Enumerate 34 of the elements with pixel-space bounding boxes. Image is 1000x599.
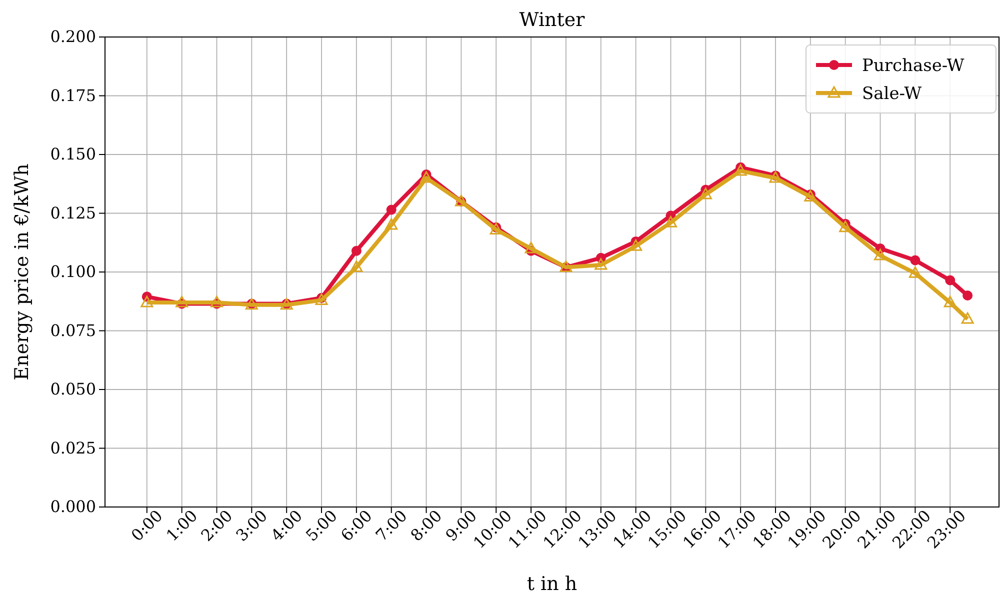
point [961,312,974,324]
legend-label: Sale-W [862,84,922,104]
point [594,258,608,270]
y-tick-label: 0.025 [50,438,96,458]
point [910,255,920,266]
point [804,190,817,202]
point [944,296,956,308]
chart-title: Winter [519,9,586,31]
y-tick-label: 0.175 [50,86,96,105]
point [908,266,922,278]
y-tick-label: 0.150 [50,144,96,164]
point [962,290,973,300]
point [874,248,887,260]
x-axis-title: t in h [526,573,578,595]
point [839,220,852,232]
point [140,296,154,308]
point [630,239,642,251]
point [945,275,956,286]
y-axis-title: Energy price in €/kWh [11,164,33,380]
y-tick-label: 0.200 [50,27,96,46]
point [385,218,398,230]
point [210,296,223,308]
y-tick-label: 0.050 [50,380,96,399]
point [386,204,396,215]
legend-label: Purchase-W [862,56,965,76]
point [351,246,362,256]
point [524,242,538,254]
y-tick-label: 0.125 [50,203,96,222]
point [699,188,712,200]
y-tick-label: 0.075 [50,320,96,340]
y-tick-label: 0.000 [50,497,96,516]
y-tick-label: 0.100 [50,262,96,282]
point [176,296,188,308]
point [350,260,363,272]
